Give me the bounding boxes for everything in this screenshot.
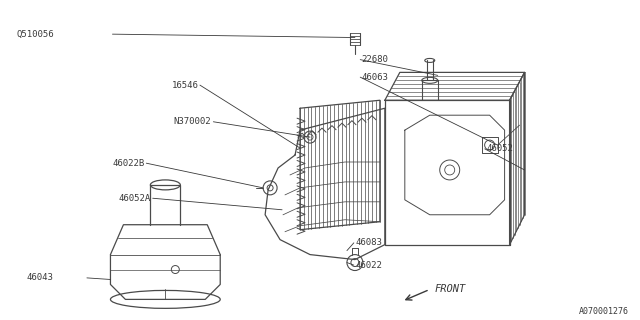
Text: 16546: 16546 [172, 81, 198, 90]
Text: 46063: 46063 [362, 73, 388, 82]
Text: 22680: 22680 [362, 55, 388, 64]
Text: 46052: 46052 [486, 144, 513, 153]
Text: N370002: N370002 [174, 117, 211, 126]
Text: A070001276: A070001276 [579, 307, 629, 316]
Text: 46022B: 46022B [112, 159, 145, 168]
Text: 46043: 46043 [26, 273, 53, 282]
Text: Q510056: Q510056 [17, 30, 54, 39]
Text: FRONT: FRONT [435, 284, 466, 294]
Text: 46083: 46083 [355, 238, 382, 247]
Text: 46022: 46022 [355, 261, 382, 270]
Text: 46052A: 46052A [118, 194, 151, 203]
